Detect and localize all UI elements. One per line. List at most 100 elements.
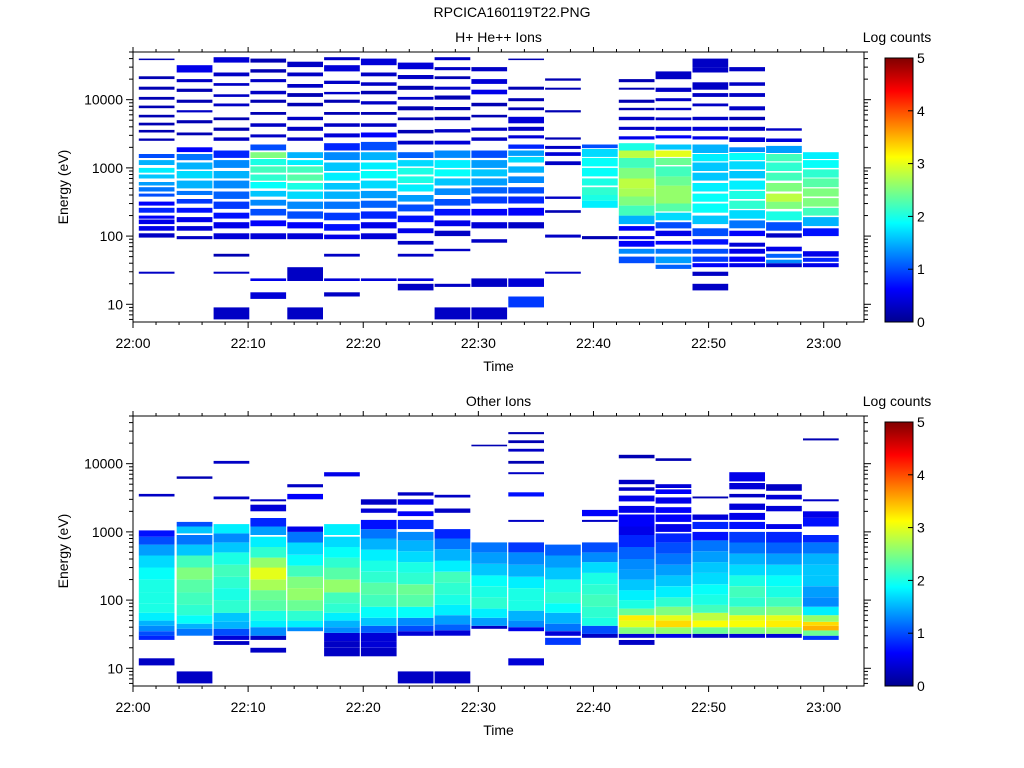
- heatmap-cell: [618, 107, 655, 111]
- heatmap-cell: [138, 201, 175, 206]
- heatmap-cell: [803, 511, 839, 518]
- heatmap-cell: [434, 150, 471, 158]
- heatmap-cell: [655, 458, 692, 461]
- heatmap-cell: [324, 557, 360, 568]
- heatmap-cell: [360, 132, 397, 138]
- heatmap-cell: [471, 542, 508, 553]
- heatmap-cell: [618, 150, 655, 158]
- heatmap-cell: [582, 633, 618, 638]
- heatmap-cell: [397, 519, 434, 530]
- heatmap-cell: [508, 492, 544, 497]
- heatmap-cell: [692, 82, 729, 90]
- heatmap-cell: [287, 222, 323, 229]
- heatmap-cell: [287, 484, 323, 488]
- heatmap-cell: [692, 193, 729, 202]
- heatmap-cell: [176, 226, 213, 231]
- heatmap-cell: [397, 594, 434, 607]
- heatmap-cell: [397, 167, 434, 175]
- heatmap-cell: [213, 212, 250, 219]
- heatmap-cell: [324, 183, 360, 190]
- heatmap-cell: [324, 647, 360, 657]
- heatmap-cell: [360, 123, 397, 127]
- heatmap-cell: [508, 432, 544, 435]
- heatmap-cell: [655, 195, 692, 204]
- heatmap-cell: [213, 612, 250, 622]
- heatmap-cell: [471, 307, 508, 320]
- heatmap-cell: [692, 572, 729, 585]
- heatmap-cell: [213, 621, 250, 629]
- heatmap-cell: [360, 549, 397, 561]
- heatmap-cell: [324, 612, 360, 621]
- plot-frame: [132, 51, 865, 323]
- heatmap-cell: [618, 196, 655, 206]
- x-axis-label: Time: [483, 722, 514, 738]
- heatmap-cell: [397, 62, 434, 70]
- heatmap-cell: [213, 600, 250, 613]
- heatmap-cell: [471, 239, 508, 243]
- heatmap-cell: [729, 147, 765, 153]
- heatmap-cell: [138, 592, 175, 604]
- heatmap-cell: [766, 145, 802, 153]
- heatmap-cell: [582, 144, 618, 149]
- heatmap-cell: [138, 193, 175, 197]
- heatmap-cell: [250, 99, 287, 103]
- heatmap-cell: [287, 531, 323, 543]
- heatmap-cell: [729, 137, 765, 142]
- heatmap-cell: [729, 220, 765, 229]
- heatmap-cell: [508, 58, 544, 61]
- heatmap-cell: [655, 627, 692, 634]
- heatmap-cell: [508, 552, 544, 565]
- heatmap-cell: [618, 608, 655, 616]
- heatmap-cell: [618, 167, 655, 179]
- heatmap-cell: [287, 126, 323, 131]
- heatmap-cell: [618, 559, 655, 570]
- heatmap-cell: [324, 567, 360, 580]
- heatmap-cell: [766, 615, 802, 621]
- heatmap-cell: [655, 150, 692, 157]
- heatmap-cell: [582, 509, 618, 517]
- heatmap-cell: [766, 633, 802, 638]
- heatmap-cell: [803, 251, 839, 257]
- heatmap-cell: [729, 586, 765, 598]
- heatmap-cell: [655, 533, 692, 543]
- heatmap-cell: [692, 627, 729, 634]
- heatmap-cell: [360, 594, 397, 607]
- heatmap-cell: [766, 531, 802, 543]
- heatmap-cell: [397, 140, 434, 145]
- heatmap-cell: [582, 178, 618, 186]
- heatmap-cell: [324, 536, 360, 547]
- heatmap-cell: [803, 198, 839, 207]
- heatmap-cell: [138, 620, 175, 626]
- heatmap-cell: [138, 174, 175, 179]
- heatmap-cell: [618, 79, 655, 83]
- heatmap-cell: [655, 230, 692, 237]
- heatmap-cell: [766, 586, 802, 598]
- heatmap-cell: [471, 196, 508, 204]
- heatmap-cell: [213, 83, 250, 86]
- colorbar-gradient: [884, 421, 914, 687]
- heatmap-cell: [729, 521, 765, 529]
- heatmap-cell: [545, 87, 581, 90]
- heatmap-cell: [692, 126, 729, 131]
- heatmap-cell: [213, 180, 250, 189]
- heatmap-cell: [766, 505, 802, 512]
- heatmap-cell: [138, 493, 175, 497]
- heatmap-cell: [213, 496, 250, 500]
- heatmap-cells: [138, 57, 839, 320]
- heatmap-cell: [618, 248, 655, 254]
- heatmap-cell: [766, 222, 802, 231]
- heatmap-cell: [471, 608, 508, 618]
- heatmap-cell: [360, 538, 397, 550]
- heatmap-cell: [324, 172, 360, 181]
- heatmap-cell: [397, 531, 434, 541]
- heatmap-cell: [508, 519, 544, 522]
- heatmap-cell: [324, 627, 360, 633]
- heatmap-cell: [618, 99, 655, 103]
- heatmap-cell: [545, 623, 581, 632]
- heatmap-cell: [471, 160, 508, 168]
- heatmap-cell: [803, 257, 839, 262]
- heatmap-cell: [250, 182, 287, 189]
- heatmap-cell: [213, 191, 250, 199]
- heatmap-cell: [324, 224, 360, 231]
- heatmap-cell: [655, 248, 692, 254]
